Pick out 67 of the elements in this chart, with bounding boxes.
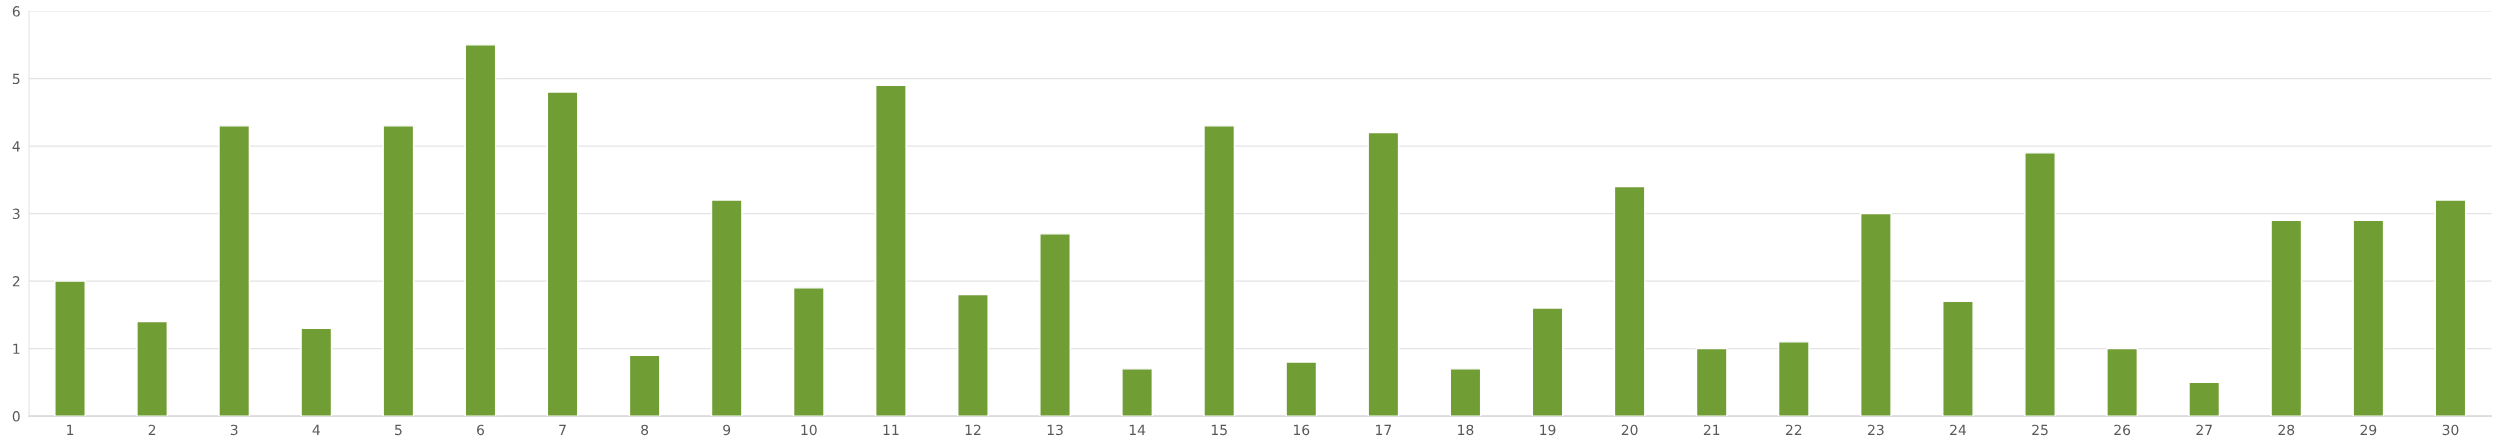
x-tick-label: 29 [2360, 424, 2377, 436]
x-tick-label: 25 [2032, 424, 2048, 436]
bar [2024, 152, 2056, 417]
x-tick-label: 23 [1868, 424, 1884, 436]
bar [1942, 300, 1974, 417]
bar [1203, 125, 1236, 417]
x-tick-label: 14 [1129, 424, 1146, 435]
y-tick-label: 2 [12, 276, 20, 287]
x-tick-label: 4 [312, 424, 320, 435]
bar [546, 91, 579, 417]
x-tick-label: 8 [641, 424, 649, 436]
bar [54, 280, 86, 417]
bar [874, 84, 907, 417]
bar [628, 354, 661, 417]
bar [710, 199, 743, 417]
y-tick-label: 3 [12, 208, 20, 220]
x-tick-label: 3 [230, 424, 238, 436]
bar [1695, 347, 1728, 417]
x-tick-label: 22 [1785, 424, 1802, 435]
x-tick-label: 5 [395, 424, 402, 436]
y-tick-label: 1 [13, 343, 20, 354]
x-tick-label: 1 [67, 424, 74, 435]
x-tick-label: 24 [1950, 424, 1967, 435]
x-tick-label: 10 [801, 424, 817, 436]
x-tick-label: 18 [1458, 424, 1474, 436]
x-tick-label: 6 [477, 424, 484, 436]
x-tick-label: 15 [1211, 424, 1227, 436]
x-tick-label: 20 [1621, 424, 1638, 436]
bar [300, 327, 333, 417]
y-tick-label: 5 [12, 73, 20, 85]
y-tick-label: 6 [12, 6, 20, 17]
bar [1367, 131, 1400, 417]
x-tick-label: 11 [883, 424, 899, 435]
y-tick-label: 4 [12, 141, 20, 152]
x-tick-label: 16 [1293, 424, 1310, 436]
bar [382, 125, 415, 417]
x-tick-label: 17 [1376, 424, 1392, 435]
bar [1531, 307, 1564, 417]
bar [792, 287, 825, 417]
bar [1449, 368, 1482, 417]
x-tick-label: 19 [1540, 424, 1556, 436]
bar [2106, 347, 2139, 417]
bar [1859, 212, 1892, 417]
x-tick-label: 21 [1703, 424, 1720, 435]
x-tick-label: 26 [2114, 424, 2131, 436]
bar [2270, 219, 2303, 417]
x-tick-label: 28 [2278, 424, 2295, 436]
bar [1613, 185, 1646, 417]
x-tick-label: 12 [965, 424, 981, 435]
x-tick-label: 27 [2196, 424, 2212, 435]
x-tick-label: 2 [148, 424, 156, 435]
bar [1285, 361, 1318, 417]
x-tick-label: 13 [1047, 424, 1063, 436]
x-tick-label: 30 [2442, 424, 2459, 436]
x-tick-label: 9 [723, 424, 731, 436]
bar [1121, 368, 1154, 417]
y-tick-label: 0 [12, 411, 20, 422]
bar [136, 320, 169, 417]
x-tick-label: 7 [559, 424, 566, 435]
bar [218, 125, 251, 417]
bar [2434, 199, 2467, 417]
bar [2188, 381, 2221, 417]
bar [957, 293, 989, 417]
bar [1039, 233, 1071, 417]
bar [464, 44, 497, 417]
bar [1777, 341, 1810, 417]
bar [2352, 219, 2385, 417]
